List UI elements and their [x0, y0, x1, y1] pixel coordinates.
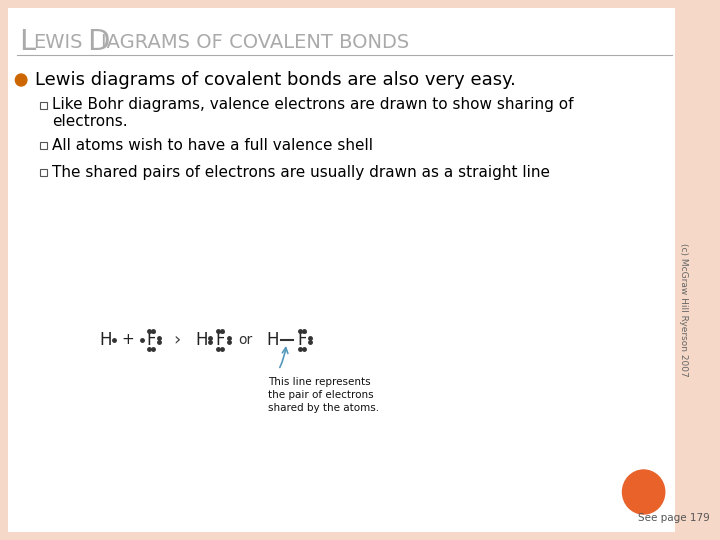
Text: electrons.: electrons. — [52, 113, 127, 129]
Text: All atoms wish to have a full valence shell: All atoms wish to have a full valence sh… — [52, 138, 373, 152]
Text: Like Bohr diagrams, valence electrons are drawn to show sharing of: Like Bohr diagrams, valence electrons ar… — [52, 98, 573, 112]
Text: F: F — [215, 331, 225, 349]
Text: +: + — [122, 333, 134, 348]
Bar — [40, 168, 47, 176]
Text: H: H — [99, 331, 112, 349]
Text: (c) McGraw Hill Ryerson 2007: (c) McGraw Hill Ryerson 2007 — [680, 243, 688, 377]
Circle shape — [623, 470, 665, 514]
Text: See page 179: See page 179 — [638, 513, 710, 523]
Bar — [40, 102, 47, 109]
Text: H: H — [266, 331, 279, 349]
Text: H: H — [196, 331, 208, 349]
Text: D: D — [87, 28, 110, 56]
Text: Lewis diagrams of covalent bonds are also very easy.: Lewis diagrams of covalent bonds are als… — [35, 71, 516, 89]
Bar — [40, 141, 47, 149]
Text: IAGRAMS OF COVALENT BONDS: IAGRAMS OF COVALENT BONDS — [101, 32, 409, 51]
Circle shape — [15, 74, 27, 86]
FancyBboxPatch shape — [8, 8, 675, 532]
Text: F: F — [146, 331, 156, 349]
Text: This line represents
the pair of electrons
shared by the atoms.: This line represents the pair of electro… — [268, 377, 379, 414]
Text: ›: › — [173, 331, 181, 349]
Text: EWIS: EWIS — [32, 32, 82, 51]
Text: The shared pairs of electrons are usually drawn as a straight line: The shared pairs of electrons are usuall… — [52, 165, 550, 179]
Text: or: or — [238, 333, 252, 347]
Text: F: F — [297, 331, 307, 349]
Text: L: L — [19, 28, 35, 56]
